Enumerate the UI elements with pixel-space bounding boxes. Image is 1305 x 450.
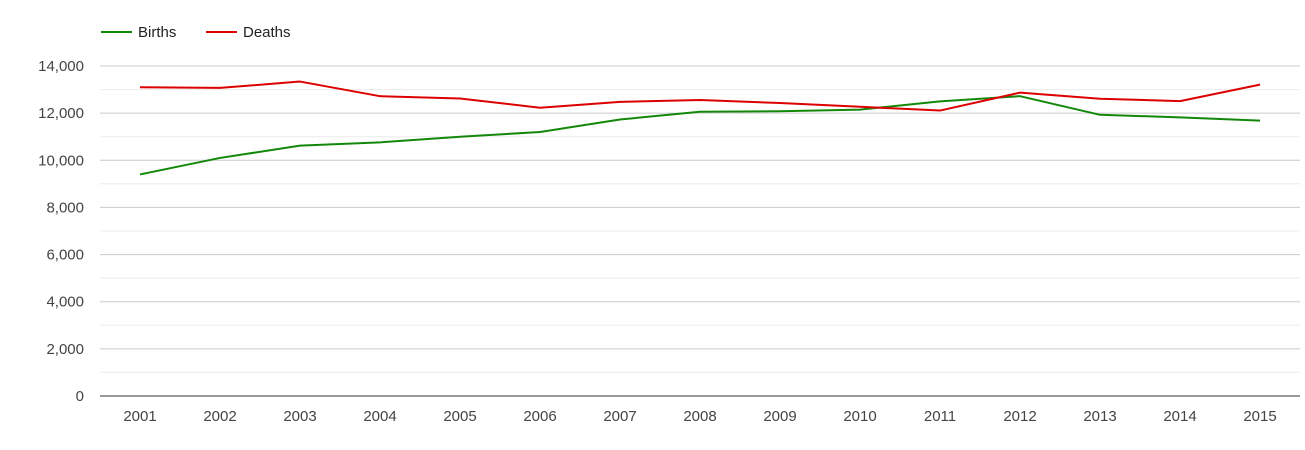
data-point-deaths: [938, 108, 943, 113]
x-tick-label: 2014: [1163, 408, 1196, 425]
data-point-births: [298, 143, 303, 148]
x-tick-label: 2004: [363, 408, 396, 425]
data-point-deaths: [138, 85, 143, 90]
x-tick-label: 2005: [443, 408, 476, 425]
data-point-births: [538, 130, 543, 135]
data-point-births: [218, 155, 223, 160]
data-point-deaths: [1178, 99, 1183, 104]
data-point-births: [378, 140, 383, 145]
data-point-deaths: [298, 79, 303, 84]
gridlines: [100, 65, 1300, 373]
data-point-deaths: [458, 96, 463, 101]
data-point-births: [778, 109, 783, 114]
series-line-deaths: [139, 80, 1261, 112]
data-point-deaths: [218, 85, 223, 90]
legend-label-births: Births: [138, 24, 176, 41]
x-tick-label: 2006: [523, 408, 556, 425]
data-point-births: [698, 109, 703, 114]
x-axis-ticks: 2001 2002 2003 2004 2005 2006 2007 2008 2009 2010…: [123, 408, 1276, 425]
y-tick-label: 4,000: [46, 294, 84, 311]
y-tick-label: 12,000: [38, 105, 84, 122]
data-point-deaths: [1258, 82, 1263, 87]
y-tick-label: 8,000: [46, 199, 84, 216]
data-point-deaths: [618, 99, 623, 104]
data-point-births: [938, 99, 943, 104]
x-tick-label: 2015: [1243, 408, 1276, 425]
x-tick-label: 2008: [683, 408, 716, 425]
legend-label-deaths: Deaths: [243, 24, 291, 41]
series-line-births: [139, 95, 1261, 176]
x-tick-label: 2012: [1003, 408, 1036, 425]
y-axis-ticks: 0 2,000 4,000 6,000 8,000 10,000 12,000 14,000: [38, 58, 84, 405]
data-point-deaths: [1018, 90, 1023, 95]
x-tick-label: 2009: [763, 408, 796, 425]
x-tick-label: 2001: [123, 408, 156, 425]
data-point-deaths: [858, 104, 863, 109]
data-point-births: [1098, 112, 1103, 117]
legend: Births Deaths: [101, 24, 291, 41]
x-tick-label: 2003: [283, 408, 316, 425]
data-point-births: [138, 172, 143, 177]
y-tick-label: 0: [76, 388, 84, 405]
x-tick-label: 2007: [603, 408, 636, 425]
data-point-deaths: [538, 105, 543, 110]
y-tick-label: 10,000: [38, 152, 84, 169]
data-point-births: [1258, 118, 1263, 123]
x-tick-label: 2010: [843, 408, 876, 425]
data-point-births: [1178, 115, 1183, 120]
y-tick-label: 6,000: [46, 247, 84, 264]
data-point-births: [458, 134, 463, 139]
data-point-deaths: [778, 101, 783, 106]
series-lines: [138, 79, 1263, 177]
data-point-deaths: [1098, 96, 1103, 101]
x-tick-label: 2002: [203, 408, 236, 425]
x-tick-label: 2011: [924, 408, 956, 425]
data-point-deaths: [698, 97, 703, 102]
data-point-deaths: [378, 94, 383, 99]
data-point-births: [618, 117, 623, 122]
y-tick-label: 14,000: [38, 58, 84, 75]
x-tick-label: 2013: [1083, 408, 1116, 425]
y-tick-label: 2,000: [46, 341, 84, 358]
